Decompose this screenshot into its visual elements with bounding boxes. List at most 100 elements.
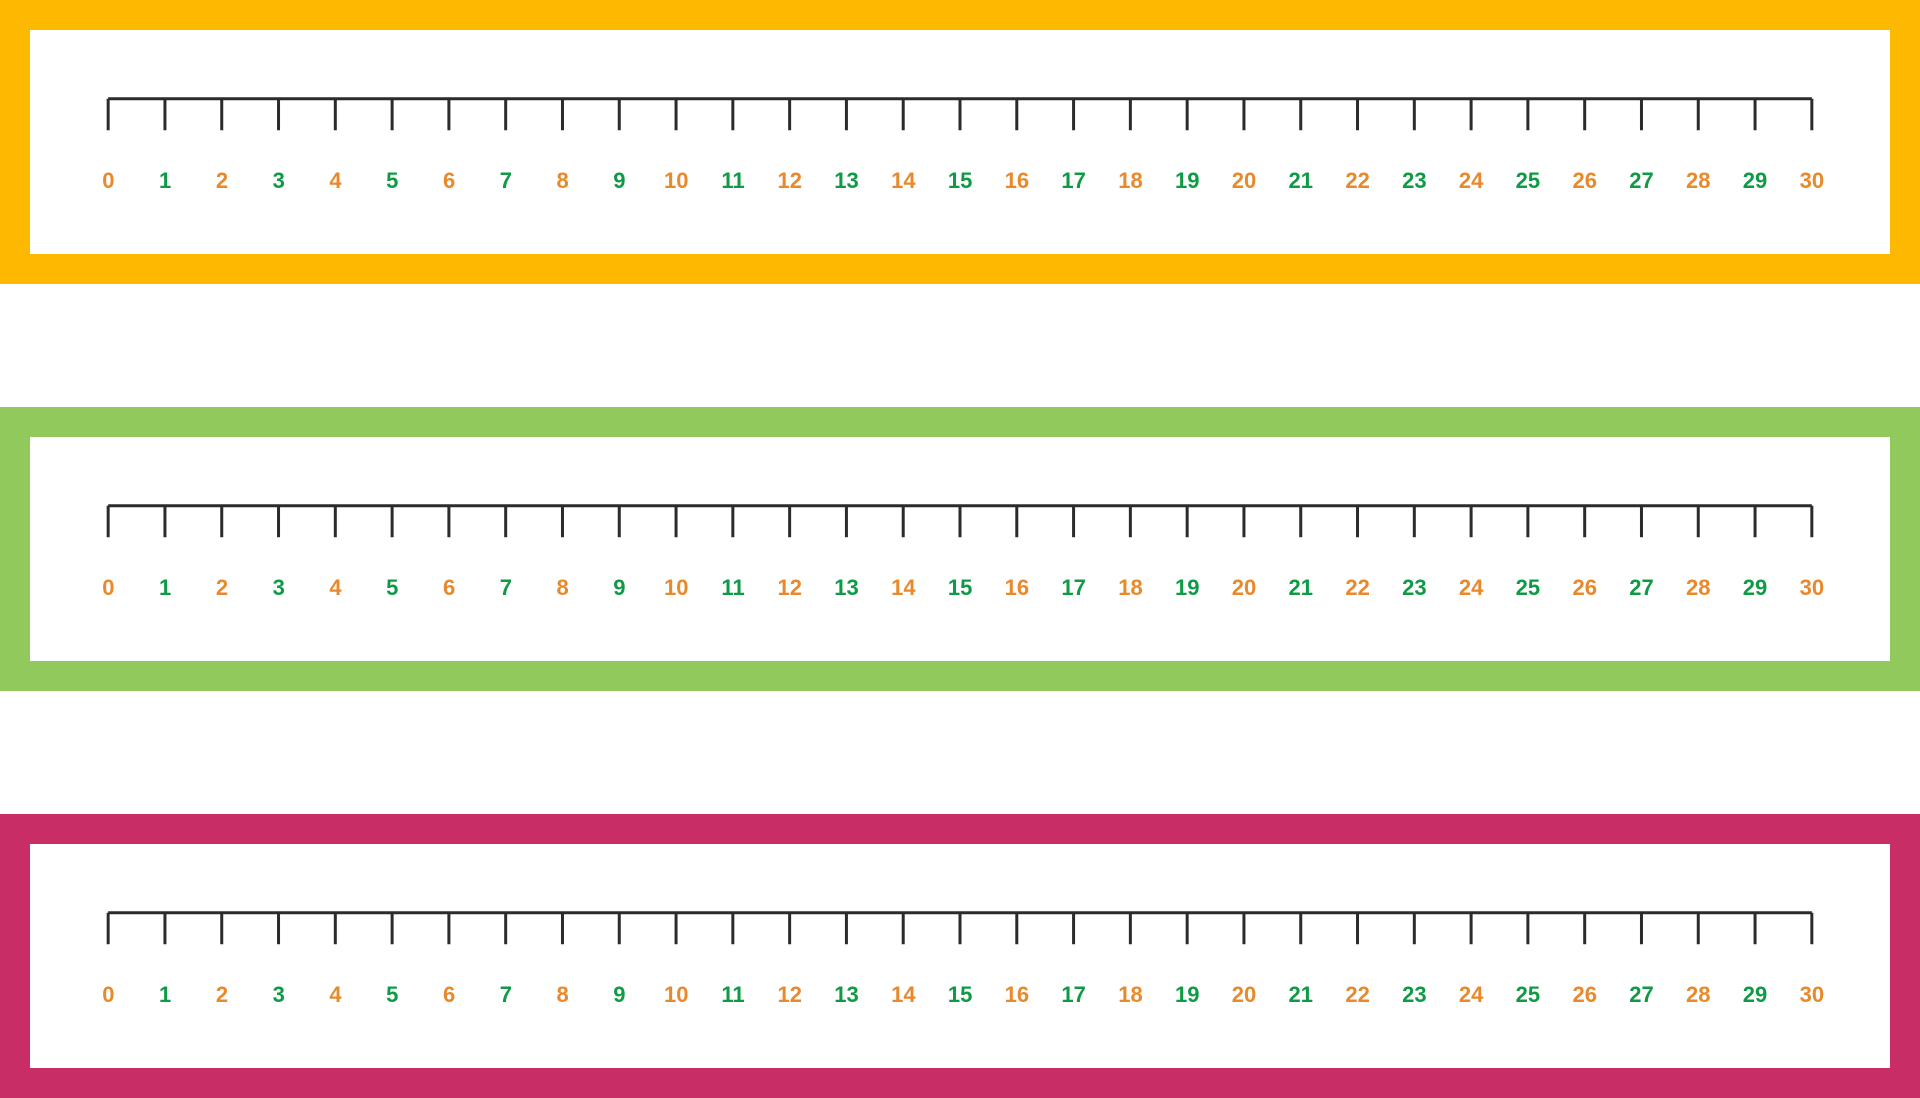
- number-label: 27: [1613, 982, 1670, 1008]
- number-label: 13: [818, 575, 875, 601]
- number-label: 28: [1670, 168, 1727, 194]
- number-line-scale-2: [80, 904, 1840, 974]
- number-label: 7: [477, 575, 534, 601]
- number-label: 3: [250, 982, 307, 1008]
- number-label: 4: [307, 982, 364, 1008]
- number-label: 0: [80, 168, 137, 194]
- number-label: 15: [932, 982, 989, 1008]
- number-label: 30: [1783, 982, 1840, 1008]
- number-label: 10: [648, 575, 705, 601]
- number-label: 11: [705, 982, 762, 1008]
- number-label: 6: [421, 575, 478, 601]
- number-label: 14: [875, 168, 932, 194]
- number-label: 9: [591, 575, 648, 601]
- number-label: 25: [1500, 575, 1557, 601]
- number-label: 13: [818, 982, 875, 1008]
- number-label: 6: [421, 168, 478, 194]
- number-label: 5: [364, 168, 421, 194]
- number-label: 19: [1159, 168, 1216, 194]
- number-label: 17: [1045, 168, 1102, 194]
- number-label: 19: [1159, 575, 1216, 601]
- number-label: 29: [1727, 168, 1784, 194]
- number-line-scale-0: [80, 90, 1840, 160]
- number-label: 2: [194, 982, 251, 1008]
- number-label: 17: [1045, 982, 1102, 1008]
- number-label: 30: [1783, 575, 1840, 601]
- number-label: 20: [1216, 168, 1273, 194]
- number-label: 21: [1272, 982, 1329, 1008]
- number-label: 11: [705, 168, 762, 194]
- number-label: 23: [1386, 982, 1443, 1008]
- number-label: 7: [477, 982, 534, 1008]
- number-label: 30: [1783, 168, 1840, 194]
- number-label: 9: [591, 168, 648, 194]
- number-label: 3: [250, 168, 307, 194]
- number-label: 26: [1556, 168, 1613, 194]
- number-label: 5: [364, 575, 421, 601]
- number-line-labels-2: 0123456789101112131415161718192021222324…: [80, 982, 1840, 1008]
- number-label: 17: [1045, 575, 1102, 601]
- number-label: 8: [534, 982, 591, 1008]
- number-line-inner-0: 0123456789101112131415161718192021222324…: [30, 30, 1890, 254]
- number-label: 22: [1329, 982, 1386, 1008]
- number-label: 29: [1727, 982, 1784, 1008]
- number-line-labels-1: 0123456789101112131415161718192021222324…: [80, 575, 1840, 601]
- number-line-labels-0: 0123456789101112131415161718192021222324…: [80, 168, 1840, 194]
- number-label: 28: [1670, 982, 1727, 1008]
- number-label: 8: [534, 575, 591, 601]
- number-label: 8: [534, 168, 591, 194]
- number-label: 25: [1500, 168, 1557, 194]
- number-line-frame-1: 0123456789101112131415161718192021222324…: [0, 407, 1920, 691]
- number-label: 15: [932, 575, 989, 601]
- number-label: 2: [194, 575, 251, 601]
- number-label: 16: [989, 982, 1046, 1008]
- number-label: 10: [648, 982, 705, 1008]
- number-label: 5: [364, 982, 421, 1008]
- number-label: 15: [932, 168, 989, 194]
- number-line-inner-1: 0123456789101112131415161718192021222324…: [30, 437, 1890, 661]
- number-label: 7: [477, 168, 534, 194]
- number-label: 23: [1386, 575, 1443, 601]
- number-label: 22: [1329, 168, 1386, 194]
- number-label: 24: [1443, 982, 1500, 1008]
- number-label: 21: [1272, 168, 1329, 194]
- number-label: 24: [1443, 168, 1500, 194]
- number-label: 26: [1556, 982, 1613, 1008]
- number-label: 21: [1272, 575, 1329, 601]
- number-label: 9: [591, 982, 648, 1008]
- number-line-inner-2: 0123456789101112131415161718192021222324…: [30, 844, 1890, 1068]
- number-label: 19: [1159, 982, 1216, 1008]
- number-label: 23: [1386, 168, 1443, 194]
- number-label: 12: [761, 168, 818, 194]
- number-label: 27: [1613, 168, 1670, 194]
- number-label: 18: [1102, 575, 1159, 601]
- number-label: 4: [307, 168, 364, 194]
- number-line-frame-2: 0123456789101112131415161718192021222324…: [0, 814, 1920, 1098]
- number-label: 0: [80, 575, 137, 601]
- number-label: 26: [1556, 575, 1613, 601]
- number-label: 16: [989, 575, 1046, 601]
- number-line-frame-0: 0123456789101112131415161718192021222324…: [0, 0, 1920, 284]
- number-label: 27: [1613, 575, 1670, 601]
- number-label: 3: [250, 575, 307, 601]
- number-label: 16: [989, 168, 1046, 194]
- number-label: 12: [761, 575, 818, 601]
- number-label: 0: [80, 982, 137, 1008]
- number-label: 11: [705, 575, 762, 601]
- number-label: 29: [1727, 575, 1784, 601]
- number-label: 1: [137, 575, 194, 601]
- number-label: 20: [1216, 575, 1273, 601]
- number-label: 22: [1329, 575, 1386, 601]
- number-label: 10: [648, 168, 705, 194]
- number-label: 2: [194, 168, 251, 194]
- number-label: 20: [1216, 982, 1273, 1008]
- number-label: 28: [1670, 575, 1727, 601]
- number-line-scale-1: [80, 497, 1840, 567]
- number-label: 1: [137, 168, 194, 194]
- number-label: 6: [421, 982, 478, 1008]
- number-label: 12: [761, 982, 818, 1008]
- number-label: 14: [875, 982, 932, 1008]
- number-label: 13: [818, 168, 875, 194]
- number-label: 1: [137, 982, 194, 1008]
- number-label: 24: [1443, 575, 1500, 601]
